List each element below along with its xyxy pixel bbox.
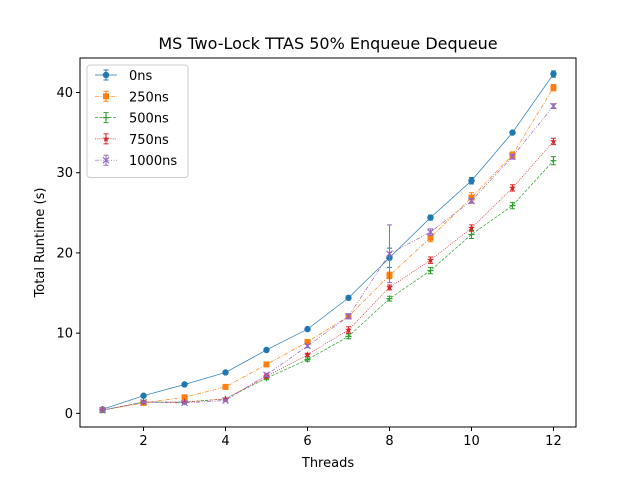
data-point: [263, 361, 270, 368]
legend-item: 250ns: [95, 90, 169, 105]
data-point: [304, 351, 311, 358]
data-point: [550, 137, 557, 145]
x-axis: 2 4 6 8 10 12: [139, 427, 562, 449]
data-point: [509, 129, 516, 136]
data-point: [304, 342, 311, 350]
data-point: [386, 250, 393, 258]
data-point: [550, 84, 557, 91]
legend-label: 750ns: [129, 133, 169, 148]
legend-box: [86, 64, 189, 178]
legend-item: 0ns: [95, 69, 153, 84]
data-point: [99, 406, 106, 414]
data-point: [181, 394, 188, 401]
data-point: [427, 214, 434, 221]
data-point: [304, 356, 311, 363]
data-point: [386, 295, 393, 302]
series-line: [102, 73, 554, 410]
data-point: [427, 228, 434, 236]
x-tick-label: 2: [139, 434, 147, 449]
plot-frame: [79, 57, 577, 428]
data-point: [263, 371, 270, 379]
data-point: [509, 184, 516, 191]
data-point: [468, 231, 475, 238]
x-tick-label: 10: [463, 434, 480, 449]
series-500ns: [99, 156, 557, 414]
data-point: [427, 256, 434, 264]
legend-label: 250ns: [129, 90, 169, 105]
plot-area: 2 4 6 8 10 12 0 10 20 30 40: [56, 57, 577, 449]
data-point: [345, 312, 352, 320]
legend-marker: [102, 71, 110, 79]
series-line: [102, 160, 554, 411]
legend-marker: [102, 156, 110, 164]
data-point: [427, 267, 434, 274]
legend-label: 0ns: [129, 69, 153, 84]
series-1000ns: [99, 102, 557, 414]
data-point: [140, 398, 147, 406]
data-point: [345, 333, 352, 340]
legend-marker: [103, 114, 109, 121]
x-tick-label: 8: [385, 434, 393, 449]
legend: 0ns 250ns 500ns 750ns 1000ns: [86, 64, 189, 178]
y-tick-label: 30: [56, 166, 73, 181]
data-point: [304, 338, 311, 345]
data-point: [345, 294, 352, 302]
chart-title: MS Two-Lock TTAS 50% Enqueue Dequeue: [158, 34, 497, 53]
data-point: [263, 346, 270, 354]
y-tick-label: 10: [56, 327, 73, 342]
data-point: [304, 325, 311, 333]
data-point: [550, 157, 557, 164]
data-point: [509, 153, 516, 161]
y-tick-label: 20: [56, 246, 73, 261]
series-750ns: [99, 137, 557, 414]
data-point: [550, 70, 557, 78]
legend-item: 500ns: [95, 112, 169, 127]
data-point: [427, 234, 434, 241]
legend-item: 750ns: [95, 133, 169, 148]
legend-label: 500ns: [129, 112, 169, 127]
data-point: [181, 381, 188, 388]
x-axis-label: Threads: [301, 456, 354, 471]
series-line: [102, 87, 554, 411]
data-point: [222, 397, 229, 404]
x-tick-label: 12: [545, 434, 562, 449]
series-line: [102, 105, 554, 411]
data-point: [468, 224, 475, 231]
data-point: [468, 194, 475, 201]
y-tick-label: 0: [65, 407, 73, 422]
series-line: [102, 141, 554, 411]
y-tick-label: 40: [56, 86, 73, 101]
data-point: [222, 369, 229, 376]
data-point: [181, 399, 188, 407]
y-axis: 0 10 20 30 40: [56, 86, 80, 422]
data-point: [550, 102, 557, 110]
legend-label: 1000ns: [129, 154, 177, 169]
x-tick-label: 6: [303, 434, 311, 449]
data-point: [386, 283, 393, 291]
data-point: [222, 395, 229, 402]
data-point: [140, 392, 147, 399]
x-tick-label: 4: [221, 434, 229, 449]
data-point: [509, 202, 516, 209]
legend-marker: [102, 135, 110, 142]
data-point: [222, 383, 229, 390]
data-point: [468, 197, 475, 205]
legend-item: 1000ns: [95, 154, 177, 169]
legend-marker: [103, 93, 109, 100]
y-axis-label: Total Runtime (s): [33, 188, 48, 299]
data-point: [345, 326, 352, 333]
data-point: [468, 177, 475, 184]
